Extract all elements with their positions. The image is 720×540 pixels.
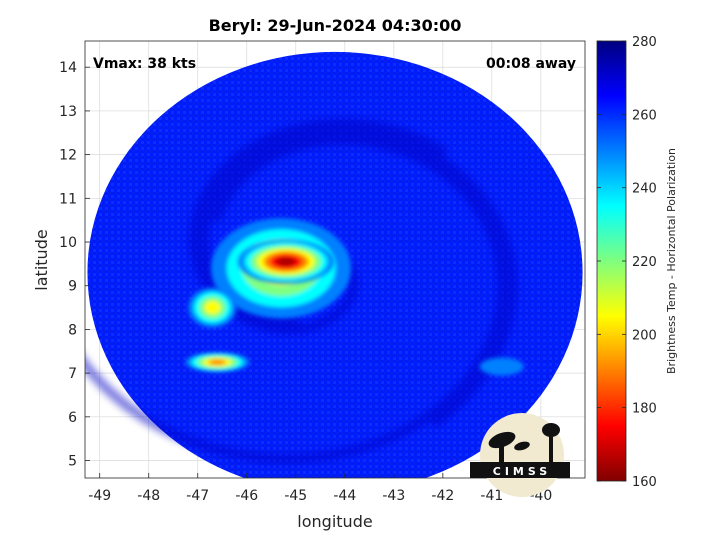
y-axis: 5 6 7 8 9 10 11 12 13 14 <box>59 60 90 470</box>
vmax-annotation: Vmax: 38 kts <box>93 56 196 72</box>
feature-southwest-cell <box>185 352 250 373</box>
brightness-swath <box>85 51 583 478</box>
logo-dish-small <box>514 441 530 451</box>
temp-contour <box>204 300 221 315</box>
plot-frame <box>84 40 586 479</box>
y-tick-label: 12 <box>59 148 77 164</box>
feature-east-cell <box>479 357 524 376</box>
logo-tower-leg <box>549 436 553 462</box>
y-tick-label: 8 <box>68 322 77 338</box>
colorbar-tick-label: 200 <box>632 328 657 343</box>
temp-contour <box>276 257 296 267</box>
colorbar-tick-label: 280 <box>632 35 657 50</box>
x-tick-label: -43 <box>382 488 405 504</box>
cimss-logo: CIMSS <box>470 413 570 497</box>
y-tick-label: 14 <box>59 60 77 76</box>
x-tick-label: -46 <box>235 488 258 504</box>
chart-title: Beryl: 29-Jun-2024 04:30:00 <box>209 16 462 35</box>
x-axis: -49 -48 -47 -46 -45 -44 -43 -42 -41 -40 <box>88 473 552 504</box>
logo-band <box>470 462 570 478</box>
y-axis-label: latitude <box>32 229 51 290</box>
colorbar-tick-label: 160 <box>632 475 657 490</box>
y-tick-label: 9 <box>68 279 77 295</box>
x-tick-label: -47 <box>186 488 209 504</box>
y-tick-label: 7 <box>68 366 77 382</box>
colorbar-label: Brightness Temp - Horizontal Polarizatio… <box>665 148 678 374</box>
plot-area: -49 -48 -47 -46 -45 -44 -43 -42 -41 -40 567891011… <box>32 16 586 531</box>
x-tick-label: -49 <box>88 488 111 504</box>
spiral-band <box>85 135 507 464</box>
colorbar-tick-label: 260 <box>632 108 657 123</box>
x-tick-label: -42 <box>431 488 454 504</box>
x-tick-label: -41 <box>480 488 503 504</box>
logo-text: CIMSS <box>493 465 551 478</box>
logo-tower-tank <box>542 423 560 437</box>
feature-west-cell <box>188 287 237 328</box>
colorbar-ramp <box>596 40 627 482</box>
colorbar-tick-label: 180 <box>632 402 657 417</box>
colorbar-ticks: 160 180 200 220 240 260 280 <box>597 35 657 490</box>
y-tick-label: 6 <box>68 410 77 426</box>
time-offset-annotation: 00:08 away <box>486 56 576 72</box>
colorbar-tick-label: 240 <box>632 182 657 197</box>
logo-dish <box>488 431 516 449</box>
feature-core <box>237 239 334 284</box>
y-tick-label: 5 <box>68 454 77 470</box>
y-tick-label: 13 <box>59 104 77 120</box>
logo-dish-stand <box>499 444 504 462</box>
y-tick-label: 11 <box>59 191 77 207</box>
temp-contour <box>208 359 227 365</box>
convection-cells <box>185 218 524 376</box>
colorbar-tick-label: 220 <box>632 255 657 270</box>
colorbar: 160 180 200 220 240 260 280 Brightness Temp - … <box>596 35 678 490</box>
x-tick-label: -48 <box>137 488 160 504</box>
temp-contour <box>479 357 524 376</box>
x-tick-label: -44 <box>333 488 356 504</box>
y-tick-label: 10 <box>59 235 77 251</box>
x-axis-label: longitude <box>297 512 372 531</box>
x-tick-label: -45 <box>284 488 307 504</box>
